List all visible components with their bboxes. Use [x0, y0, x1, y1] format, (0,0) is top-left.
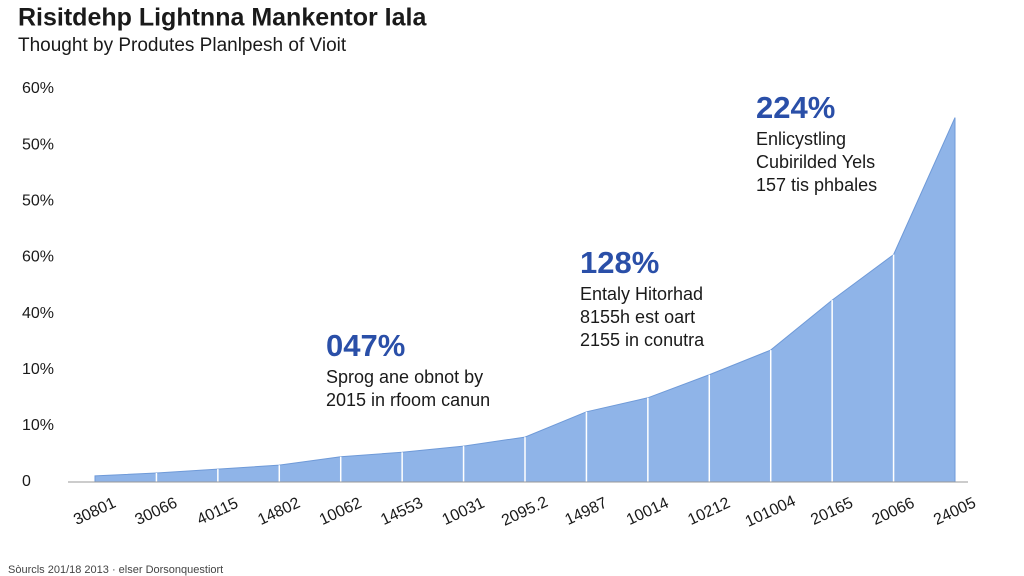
y-tick-label: 10%	[22, 417, 54, 434]
chart-source: Sòurcls 201/18 2013 · elser Dorsonquesti…	[8, 564, 223, 576]
annotation-headline: 224%	[756, 90, 835, 125]
x-tick-label: 30801	[71, 495, 119, 529]
y-tick-label: 50%	[22, 193, 54, 210]
chart-subtitle: Thought by Produtes Planlpesh of Vioit	[18, 35, 347, 56]
annotation-headline: 128%	[580, 245, 659, 280]
x-tick-label: 101004	[743, 493, 799, 531]
annotation-text: 157 tis phbales	[756, 175, 877, 195]
annotation-text: 2155 in conutra	[580, 330, 705, 350]
y-tick-label: 60%	[22, 249, 54, 266]
annotation-text: Entaly Hitorhad	[580, 284, 703, 304]
annotation-text: Sprog ane obnot by	[326, 367, 483, 387]
annotation-text: 8155h est oart	[580, 307, 695, 327]
x-tick-label: 20165	[808, 495, 856, 529]
annotation-text: Cubirilded Yels	[756, 152, 875, 172]
x-tick-label: 10031	[440, 495, 488, 529]
x-tick-label: 14802	[255, 495, 303, 529]
x-tick-label: 40115	[195, 495, 242, 529]
chart-title: Risitdehp Lightnna Mankentor Iala	[18, 4, 427, 32]
y-tick-label: 0	[22, 473, 31, 490]
x-tick-label: 20066	[870, 495, 918, 529]
x-tick-label: 14987	[563, 495, 611, 529]
x-tick-label: 14553	[378, 495, 426, 529]
x-tick-label: 24005	[931, 495, 979, 529]
x-tick-label: 10014	[624, 495, 672, 529]
y-tick-label: 40%	[22, 305, 54, 322]
area	[94, 117, 956, 483]
y-tick-label: 50%	[22, 136, 54, 153]
annotation-headline: 047%	[326, 328, 405, 363]
y-tick-label: 60%	[22, 80, 54, 97]
annotation-text: 2015 in rfoom canun	[326, 390, 490, 410]
x-tick-label: 10212	[685, 495, 733, 529]
x-tick-label: 2095.2	[499, 494, 551, 530]
x-tick-label: 10062	[317, 495, 365, 529]
y-tick-label: 10%	[22, 361, 54, 378]
x-tick-label: 30066	[133, 495, 181, 529]
annotation-text: Enlicystling	[756, 129, 846, 149]
